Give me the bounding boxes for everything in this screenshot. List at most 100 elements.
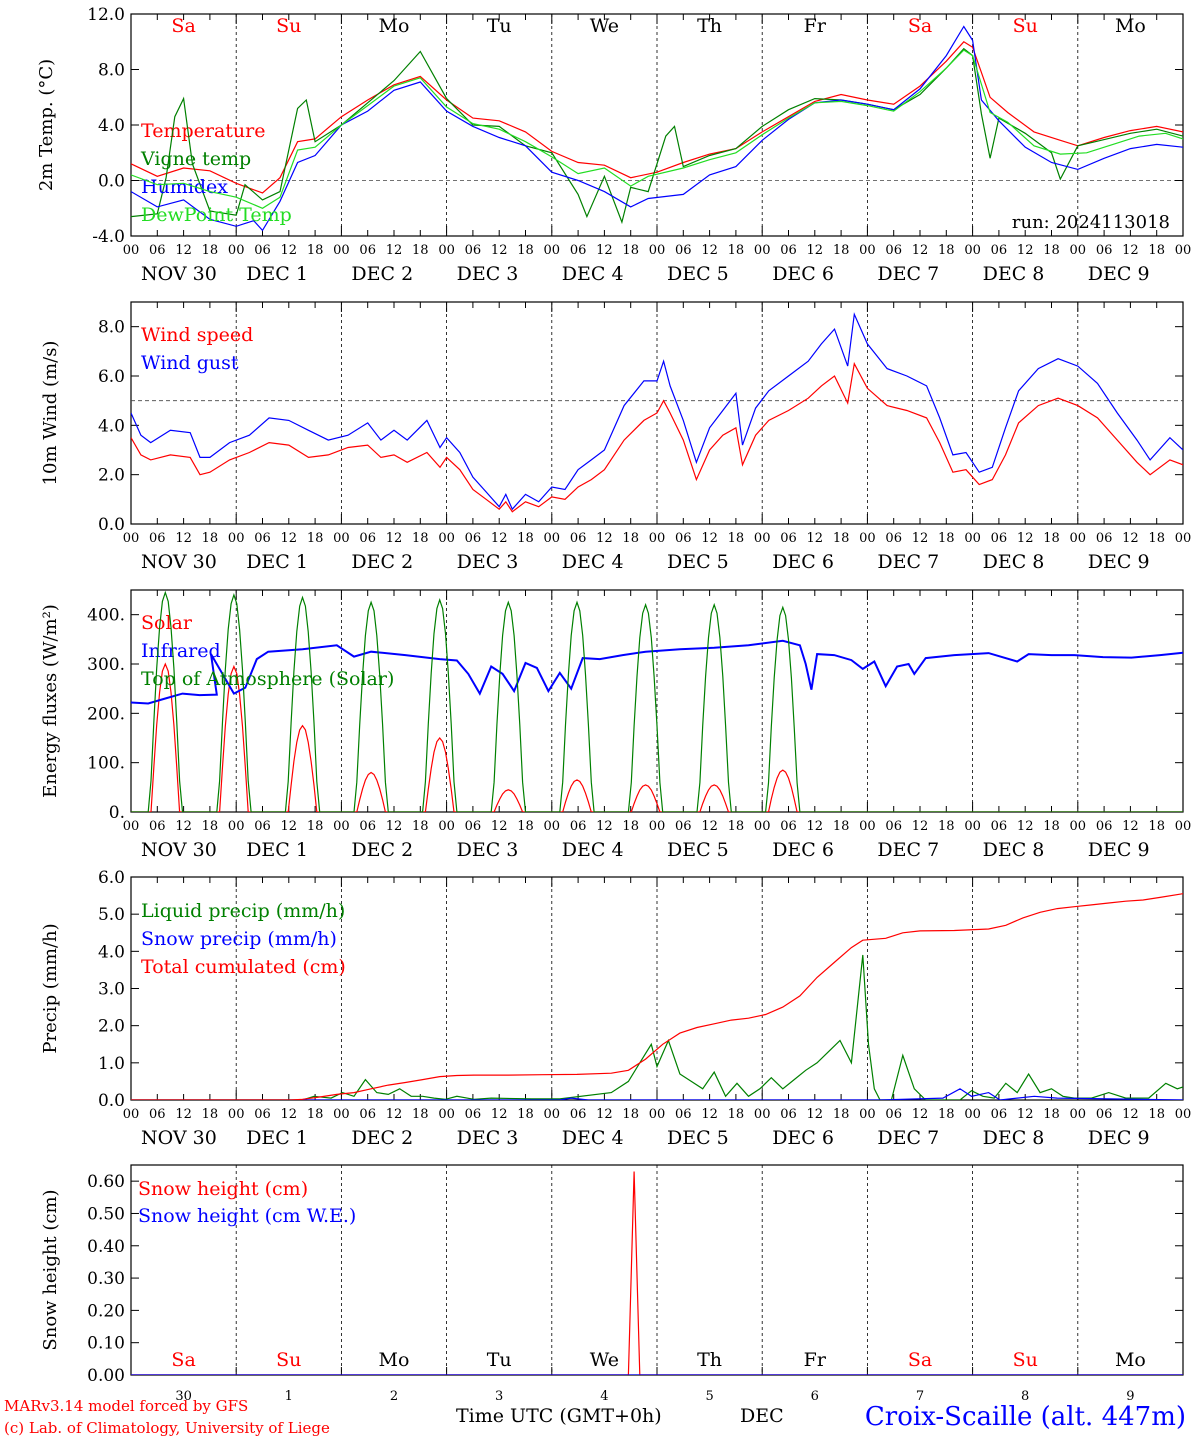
series-line xyxy=(131,47,1183,225)
y-tick-label: 0.00 xyxy=(87,1366,125,1386)
x-date-label: DEC 9 xyxy=(1088,551,1150,573)
x-hour-label: 18 xyxy=(1043,531,1060,546)
x-hour-label: 18 xyxy=(307,819,324,834)
legend-entry: Wind speed xyxy=(141,324,253,346)
x-date-label: NOV 30 xyxy=(141,839,217,861)
x-hour-label: 00 xyxy=(123,243,140,258)
day-name: Th xyxy=(697,1349,722,1371)
day-name: Fr xyxy=(804,1349,827,1371)
x-hour-label: 06 xyxy=(991,1107,1008,1122)
x-hour-label: 06 xyxy=(359,819,376,834)
x-hour-label: 06 xyxy=(465,1107,482,1122)
x-hour-label: 06 xyxy=(254,1107,271,1122)
x-hour-label: 12 xyxy=(1017,531,1034,546)
x-hour-label: 06 xyxy=(675,243,692,258)
x-hour-label: 18 xyxy=(938,531,955,546)
x-hour-label: 06 xyxy=(254,819,271,834)
x-hour-label: 00 xyxy=(123,1107,140,1122)
x-hour-label: 18 xyxy=(202,1107,219,1122)
day-name: Su xyxy=(276,1349,301,1371)
x-hour-label: 18 xyxy=(1043,243,1060,258)
x-hour-label: 00 xyxy=(333,243,350,258)
x-hour-label: 06 xyxy=(885,243,902,258)
x-hour-label: 18 xyxy=(202,243,219,258)
x-hour-label: 00 xyxy=(859,819,876,834)
x-hour-label: 12 xyxy=(386,1107,403,1122)
day-name: Su xyxy=(276,15,301,37)
series-line xyxy=(131,312,1183,511)
y-tick-label: 4.0 xyxy=(98,116,125,136)
panel-1: 12.08.04.00.0-4.000 06 12 18 00 06 12 18 00 06 12 1… xyxy=(36,5,1191,285)
x-hour-label: 18 xyxy=(517,1107,534,1122)
x-hour-label: 12 xyxy=(701,531,718,546)
x-date-label: DEC 2 xyxy=(351,551,413,573)
x-hour-label: 00 xyxy=(544,1107,561,1122)
y-tick-label: 0.0 xyxy=(98,1091,125,1111)
x-hour-label: 18 xyxy=(1148,243,1165,258)
x-hour-label: 12 xyxy=(1122,531,1139,546)
x-hour-label: 18 xyxy=(833,531,850,546)
x-hour-label: 06 xyxy=(254,243,271,258)
legend-entry: Infrared xyxy=(141,640,221,662)
legend-entry: Snow precip (mm/h) xyxy=(141,928,337,950)
x-date-label: NOV 30 xyxy=(141,1127,217,1149)
x-hour-label: 12 xyxy=(281,531,298,546)
x-day-number: 2 xyxy=(390,1389,398,1404)
x-hour-label: 12 xyxy=(386,531,403,546)
x-date-label: DEC 7 xyxy=(877,839,939,861)
x-hour-label: 12 xyxy=(175,243,192,258)
x-hour-label: 12 xyxy=(491,243,508,258)
x-hour-label: 12 xyxy=(701,1107,718,1122)
x-axis-title: Time UTC (GMT+0h) xyxy=(456,1405,662,1427)
x-day-number: 1 xyxy=(285,1389,293,1404)
x-date-label: DEC 9 xyxy=(1088,839,1150,861)
x-hour-label: 06 xyxy=(780,1107,797,1122)
series-line xyxy=(131,49,1183,209)
y-tick-label: 0.30 xyxy=(87,1269,125,1289)
y-tick-label: 6.0 xyxy=(98,868,125,888)
x-date-label: DEC 8 xyxy=(983,263,1045,285)
x-hour-label: 12 xyxy=(596,1107,613,1122)
x-hour-label: 12 xyxy=(596,243,613,258)
x-hour-label: 06 xyxy=(465,243,482,258)
x-hour-label: 18 xyxy=(517,531,534,546)
y-tick-label: 0.0 xyxy=(98,172,125,192)
x-hour-label: 00 xyxy=(228,243,245,258)
x-hour-label: 06 xyxy=(1096,531,1113,546)
x-hour-label: 12 xyxy=(912,531,929,546)
x-date-label: DEC 1 xyxy=(246,839,308,861)
x-hour-label: 00 xyxy=(544,819,561,834)
x-hour-label: 12 xyxy=(386,243,403,258)
x-hour-label: 06 xyxy=(991,243,1008,258)
x-hour-label: 12 xyxy=(807,243,824,258)
x-hour-label: 00 xyxy=(754,1107,771,1122)
y-axis-title: Snow height (cm) xyxy=(40,1189,61,1350)
x-day-number: 7 xyxy=(916,1389,924,1404)
x-date-label: DEC 2 xyxy=(351,263,413,285)
x-hour-label: 00 xyxy=(649,819,666,834)
legend-entry: Vigne temp xyxy=(140,148,251,170)
x-date-label: DEC 4 xyxy=(562,839,624,861)
x-hour-label: 00 xyxy=(123,531,140,546)
day-name: Su xyxy=(1013,15,1038,37)
lab-credit: (c) Lab. of Climatology, University of L… xyxy=(4,1419,330,1437)
x-hour-label: 12 xyxy=(807,1107,824,1122)
x-date-label: DEC 2 xyxy=(351,839,413,861)
x-hour-label: 00 xyxy=(1175,819,1192,834)
y-tick-label: 0.20 xyxy=(87,1301,125,1321)
x-hour-label: 06 xyxy=(1096,243,1113,258)
x-date-label: DEC 5 xyxy=(667,839,729,861)
x-hour-label: 00 xyxy=(859,531,876,546)
day-name: Mo xyxy=(379,15,410,37)
x-hour-label: 00 xyxy=(333,1107,350,1122)
x-hour-label: 06 xyxy=(570,819,587,834)
day-name: Th xyxy=(697,15,722,37)
x-hour-label: 00 xyxy=(228,531,245,546)
day-name: Su xyxy=(1013,1349,1038,1371)
x-date-label: DEC 7 xyxy=(877,551,939,573)
x-hour-label: 18 xyxy=(622,243,639,258)
legend-entry: Solar xyxy=(141,612,193,634)
y-tick-label: 100. xyxy=(87,754,125,774)
x-hour-label: 06 xyxy=(780,531,797,546)
legend-entry: Snow height (cm W.E.) xyxy=(138,1205,356,1227)
